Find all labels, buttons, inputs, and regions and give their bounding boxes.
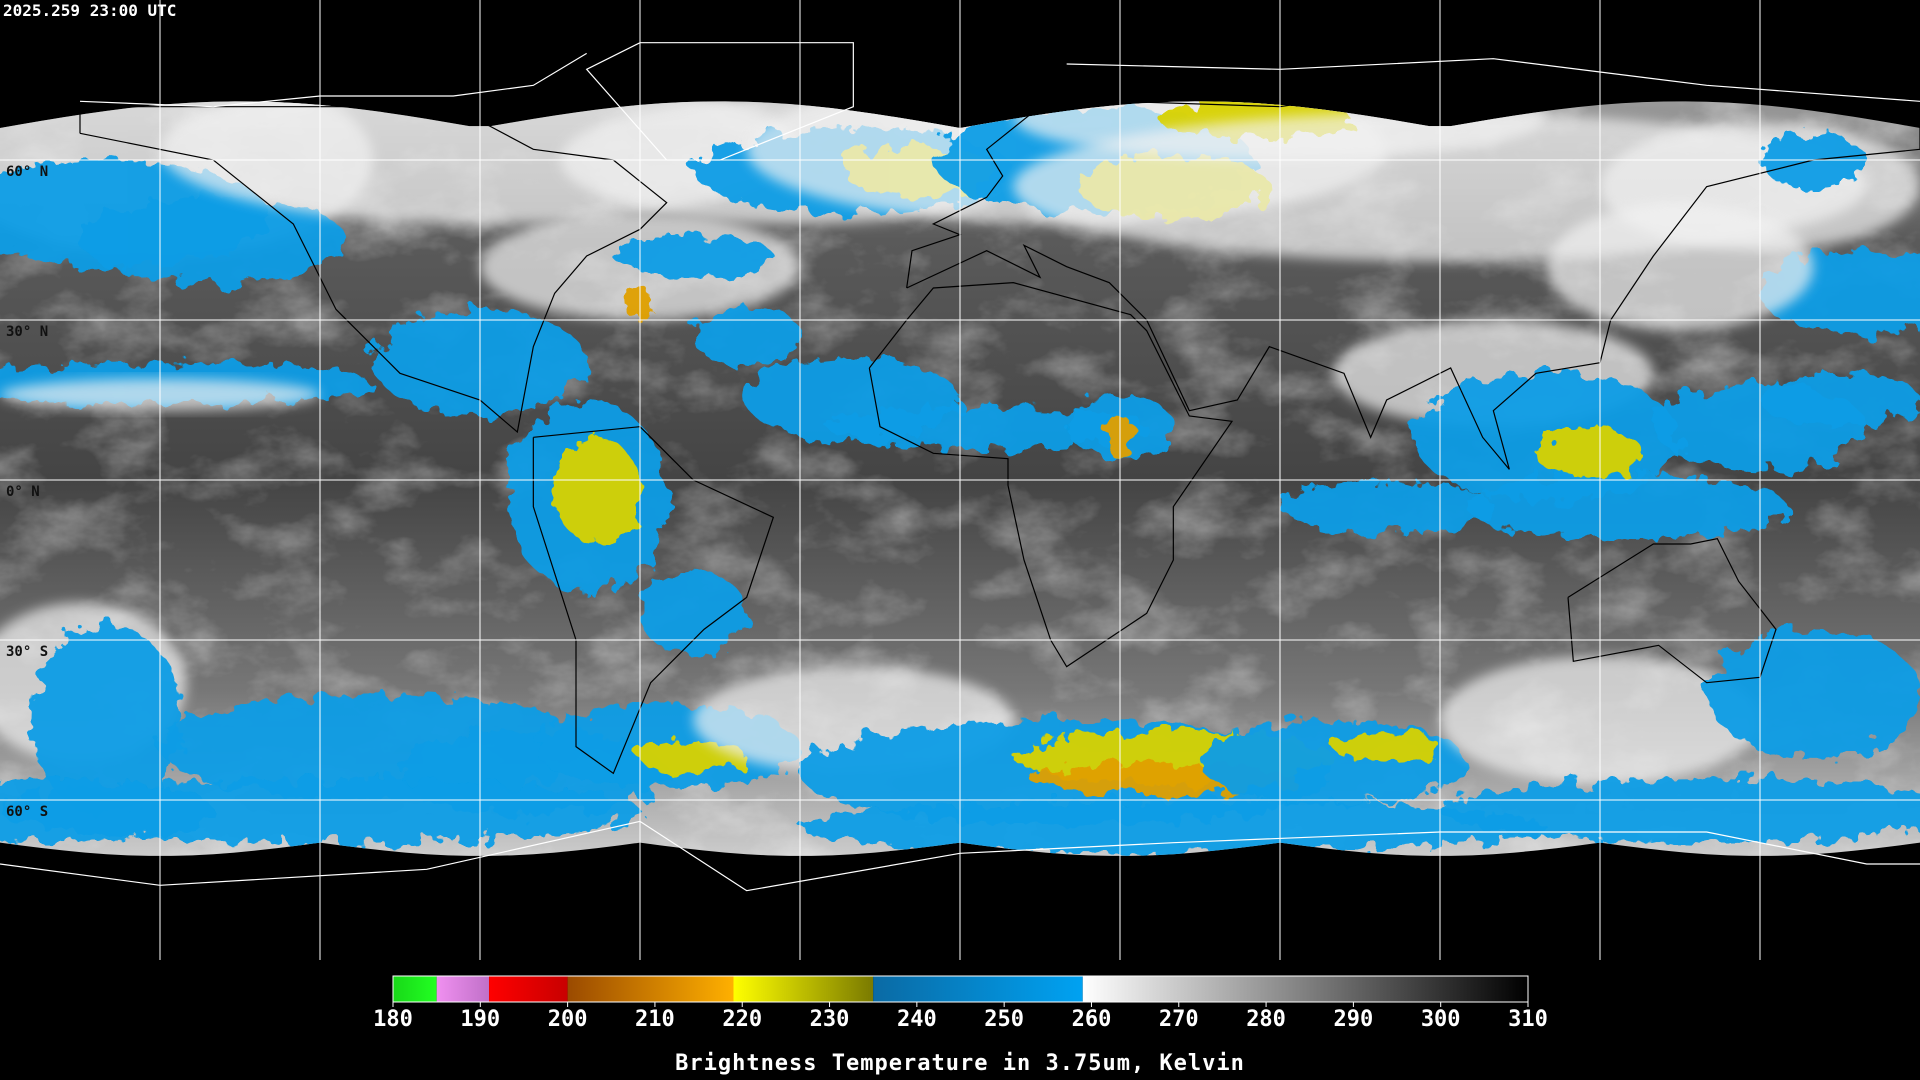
- timestamp: 2025.259 23:00 UTC: [3, 1, 176, 20]
- cloud: [1536, 426, 1643, 480]
- colorbar-tick-label: 200: [548, 1007, 588, 1032]
- cloud: [1333, 730, 1440, 763]
- coastline: [906, 68, 1920, 470]
- cloud: [613, 234, 774, 278]
- colorbar-tick-label: 290: [1334, 1007, 1374, 1032]
- coastline: [868, 282, 1234, 668]
- colorbar-segment: [873, 976, 1083, 1002]
- colorbar-tick-label: 250: [984, 1007, 1024, 1032]
- colorbar-label: Brightness Temperature in 3.75um, Kelvin: [675, 1051, 1245, 1076]
- colorbar: 180 190 200 210 220 230 240 250 260 270 280 290 300 3…: [373, 975, 1548, 1032]
- colorbar-segment: [733, 976, 874, 1002]
- colorbar-tick-label: 220: [722, 1007, 762, 1032]
- polar-coastline: [79, 52, 587, 108]
- colorbar-tick-label: 190: [460, 1007, 500, 1032]
- cloud: [693, 304, 800, 368]
- latitude-label: 30° S: [6, 644, 48, 660]
- colorbar-tick-label: 180: [373, 1007, 413, 1032]
- latitude-label: 60° S: [6, 804, 48, 820]
- latitude-label: 60° N: [6, 164, 48, 180]
- cloud: [1706, 629, 1920, 758]
- colorbar-tick-label: 260: [1072, 1007, 1112, 1032]
- cloud: [1546, 202, 1814, 331]
- cloud: [746, 357, 960, 443]
- latitude-labels: 60° N 30° N 0° N 30° S 60° S: [6, 164, 48, 820]
- cloud: [32, 624, 182, 816]
- colorbar-frame: [392, 975, 1529, 1003]
- cloud: [800, 800, 1547, 854]
- cloud: [1440, 778, 1920, 843]
- latitude-label: 0° N: [6, 484, 40, 500]
- cloud: [554, 437, 640, 544]
- colorbar-tick-label: 230: [810, 1007, 850, 1032]
- coastline: [1567, 537, 1777, 684]
- colorbar-tick-label: 210: [635, 1007, 675, 1032]
- colorbar-tick-label: 280: [1246, 1007, 1286, 1032]
- colorbar-segment: [1082, 976, 1528, 1002]
- coastline: [532, 426, 775, 775]
- cloud: [1280, 480, 1494, 534]
- cloud: [0, 778, 214, 843]
- colorbar-segment: [567, 976, 734, 1002]
- graticule: [0, 0, 1920, 960]
- latitude-label: 30° N: [6, 324, 48, 340]
- colorbar-tick-label: 310: [1508, 1007, 1548, 1032]
- cloud: [1760, 373, 1920, 427]
- colorbar-segment: [393, 976, 437, 1002]
- colorbar-tick-label: 240: [897, 1007, 937, 1032]
- polar-coastline: [1066, 58, 1920, 102]
- colorbar-tick-label: 300: [1421, 1007, 1461, 1032]
- colorbar-tick-label: 270: [1159, 1007, 1199, 1032]
- coastline: [79, 106, 668, 434]
- cloud: [1466, 474, 1787, 539]
- cloud: [640, 570, 747, 656]
- colorbar-segment: [436, 976, 490, 1002]
- cloud: [80, 197, 347, 283]
- cloud: [1200, 720, 1467, 806]
- colorbar-segment: [489, 976, 568, 1002]
